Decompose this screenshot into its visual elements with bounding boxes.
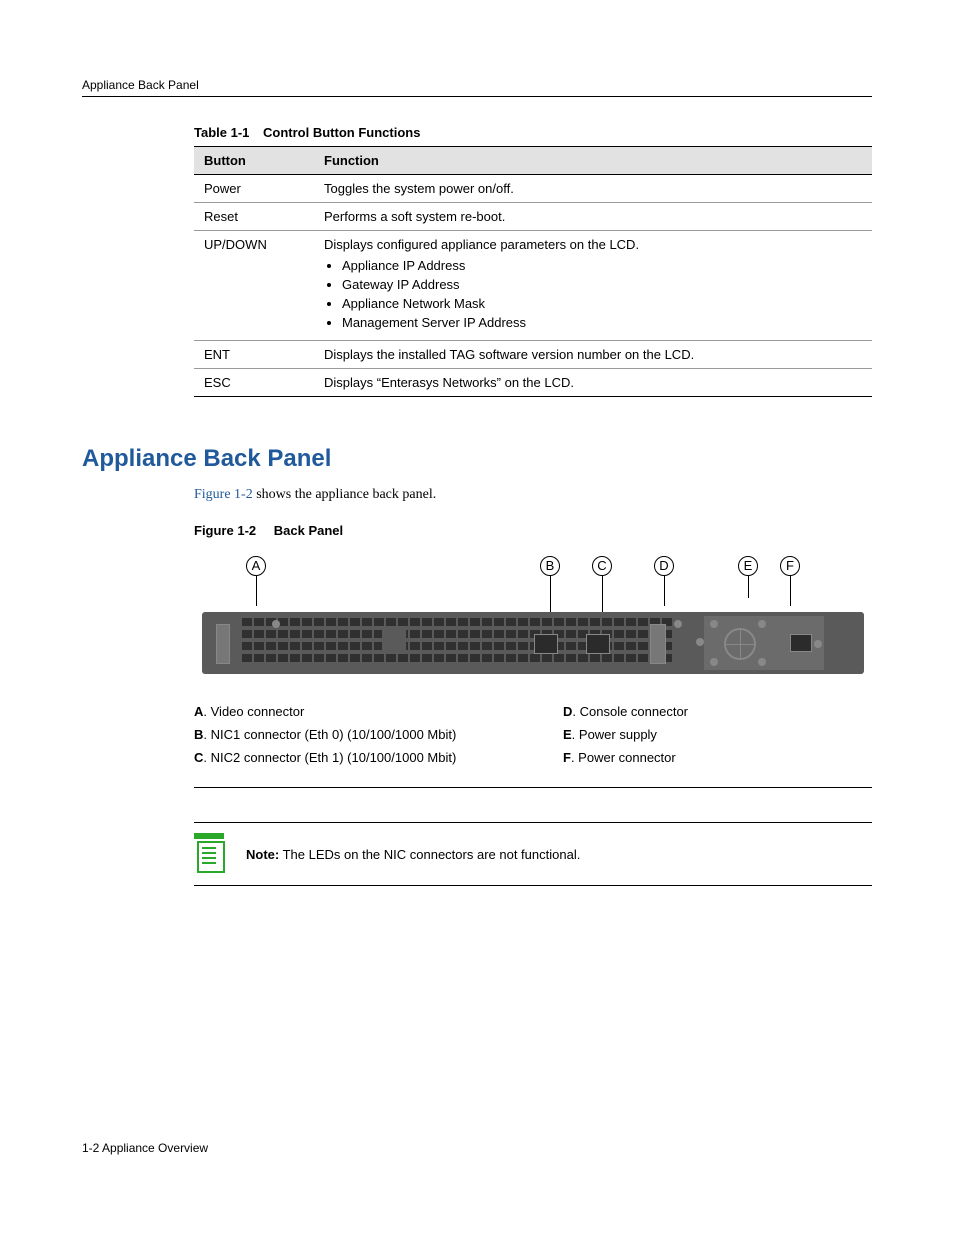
side-bracket-icon xyxy=(216,624,230,664)
list-item: Appliance IP Address xyxy=(342,258,862,273)
legend-item: C. NIC2 connector (Eth 1) (10/100/1000 M… xyxy=(194,750,503,765)
console-port-icon xyxy=(650,624,666,664)
col-button: Button xyxy=(194,147,314,175)
table-row: UP/DOWN Displays configured appliance pa… xyxy=(194,231,872,341)
legend-item: B. NIC1 connector (Eth 0) (10/100/1000 M… xyxy=(194,727,503,742)
param-list: Appliance IP Address Gateway IP Address … xyxy=(324,258,862,330)
callout-c: C xyxy=(592,556,612,614)
table-title: Control Button Functions xyxy=(263,125,420,140)
cell-function: Toggles the system power on/off. xyxy=(314,175,872,203)
page-footer: 1-2 Appliance Overview xyxy=(82,1141,208,1155)
note-icon xyxy=(194,833,224,875)
vent-row-icon xyxy=(242,654,672,662)
callout-d: D xyxy=(654,556,674,606)
table-row: ENT Displays the installed TAG software … xyxy=(194,341,872,369)
cell-button: ESC xyxy=(194,369,314,397)
cell-button: UP/DOWN xyxy=(194,231,314,341)
cell-function: Displays “Enterasys Networks” on the LCD… xyxy=(314,369,872,397)
cell-function: Performs a soft system re-boot. xyxy=(314,203,872,231)
figure-reference-link[interactable]: Figure 1‐2 xyxy=(194,487,253,502)
control-button-table: Button Function Power Toggles the system… xyxy=(194,146,872,397)
intro-text: Figure 1‐2 shows the appliance back pane… xyxy=(194,487,872,503)
screw-icon xyxy=(674,620,682,628)
figure-title: Back Panel xyxy=(274,523,343,538)
fan-icon xyxy=(724,628,756,660)
figure-caption: Figure 1-2 Back Panel xyxy=(194,523,872,538)
table-row: Reset Performs a soft system re-boot. xyxy=(194,203,872,231)
callout-f: F xyxy=(780,556,800,606)
figure-legend: A. Video connector B. NIC1 connector (Et… xyxy=(194,696,872,788)
table-row: ESC Displays “Enterasys Networks” on the… xyxy=(194,369,872,397)
cell-button: ENT xyxy=(194,341,314,369)
cell-button: Power xyxy=(194,175,314,203)
legend-item: A. Video connector xyxy=(194,704,503,719)
figure-number: Figure 1-2 xyxy=(194,523,256,538)
table-row: Power Toggles the system power on/off. xyxy=(194,175,872,203)
list-item: Appliance Network Mask xyxy=(342,296,862,311)
power-connector-icon xyxy=(790,634,812,652)
cell-function: Displays the installed TAG software vers… xyxy=(314,341,872,369)
table-caption: Table 1-1 Control Button Functions xyxy=(194,125,872,140)
legend-item: E. Power supply xyxy=(563,727,872,742)
callout-b: B xyxy=(540,556,560,614)
callout-a: A xyxy=(246,556,266,606)
list-item: Management Server IP Address xyxy=(342,315,862,330)
col-function: Function xyxy=(314,147,872,175)
note-text: Note: The LEDs on the NIC connectors are… xyxy=(246,847,580,862)
nic2-port-icon xyxy=(586,634,610,654)
chassis-icon xyxy=(202,612,864,674)
back-panel-diagram: A B C D E F xyxy=(202,556,864,682)
table-number: Table 1-1 xyxy=(194,125,249,140)
vent-row-icon xyxy=(242,618,672,626)
screw-icon xyxy=(272,620,280,628)
list-item: Gateway IP Address xyxy=(342,277,862,292)
section-heading: Appliance Back Panel xyxy=(82,445,872,473)
gap-icon xyxy=(382,630,406,652)
legend-item: F. Power connector xyxy=(563,750,872,765)
legend-item: D. Console connector xyxy=(563,704,872,719)
callout-e: E xyxy=(738,556,758,598)
cell-function: Displays configured appliance parameters… xyxy=(314,231,872,341)
note-block: Note: The LEDs on the NIC connectors are… xyxy=(194,822,872,886)
psu-block-icon xyxy=(704,616,824,670)
nic1-port-icon xyxy=(534,634,558,654)
cell-button: Reset xyxy=(194,203,314,231)
page-header: Appliance Back Panel xyxy=(82,78,872,97)
